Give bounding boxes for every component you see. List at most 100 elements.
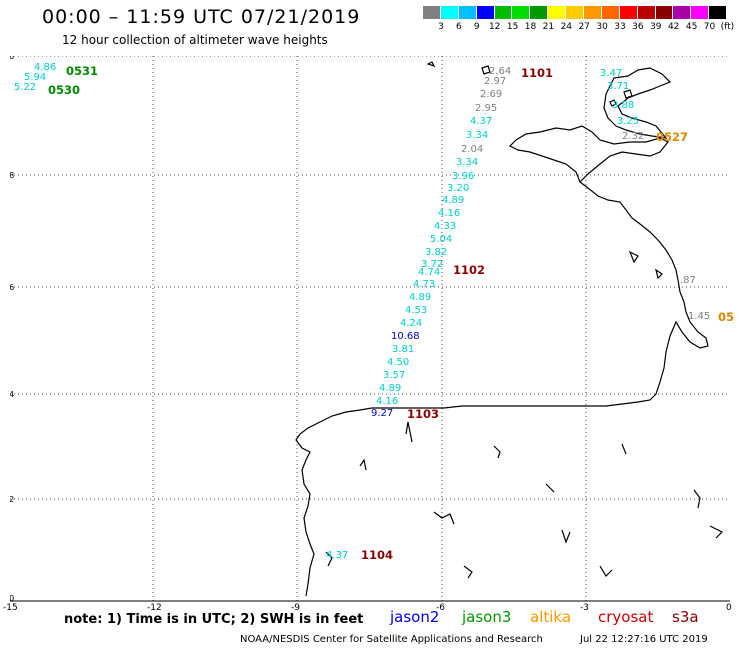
color-tick-12: 39 bbox=[650, 22, 662, 32]
color-swatch-7 bbox=[548, 6, 567, 19]
wave-height-label: 4.24 bbox=[400, 318, 422, 329]
wave-height-label: 3.81 bbox=[392, 344, 414, 355]
color-swatch-6 bbox=[530, 6, 549, 19]
cycle-labels: 0531 0530 1101 0527 1102 05C 1103 1104 bbox=[48, 64, 734, 562]
wave-height-label: 5.94 bbox=[24, 72, 46, 83]
cycle-label: 05C bbox=[718, 310, 734, 324]
legend-cryosat: cryosat bbox=[598, 608, 654, 626]
map-panel: 50 48 46 44 42 40 4.865.945.22 2.642.97 2.… bbox=[10, 56, 734, 602]
color-tick-9: 30 bbox=[596, 22, 608, 32]
color-swatch-9 bbox=[584, 6, 602, 19]
wave-height-label: 2.04 bbox=[461, 144, 483, 155]
inland-11 bbox=[325, 551, 333, 567]
lat-label-48: 48 bbox=[10, 171, 14, 180]
legend-altika: altika bbox=[530, 608, 572, 626]
color-scale-ticks: 3 6 9 12 15 18 21 24 27 30 33 36 39 42 45 70 (ft) bbox=[423, 22, 734, 36]
wave-height-label: 3.71 bbox=[607, 81, 629, 92]
wave-height-label: 4.16 bbox=[438, 208, 460, 219]
color-tick-4: 15 bbox=[506, 22, 519, 32]
inland-12 bbox=[709, 525, 724, 539]
footer-note: note: 1) Time is in UTC; 2) SWH is in fe… bbox=[64, 612, 364, 627]
color-swatch-5 bbox=[512, 6, 531, 19]
longitude-axis: -15 -12 -9 -6 -3 0 bbox=[3, 603, 732, 613]
wave-height-label: 2.97 bbox=[484, 76, 506, 87]
color-swatch-2 bbox=[458, 6, 477, 19]
page-subtitle: 12 hour collection of altimeter wave hei… bbox=[62, 33, 328, 47]
legend-s3a: s3a bbox=[672, 608, 699, 626]
cycle-label: 0530 bbox=[48, 83, 80, 97]
coast-france bbox=[295, 125, 709, 597]
color-tick-13: 42 bbox=[667, 22, 680, 32]
lon-label-neg9: -9 bbox=[291, 603, 300, 613]
wave-height-label: 4.73 bbox=[413, 279, 435, 290]
wave-height-label: 9.27 bbox=[371, 408, 393, 419]
cycle-label: 0527 bbox=[656, 130, 688, 144]
color-swatch-0 bbox=[423, 6, 441, 19]
inland-7 bbox=[493, 445, 501, 459]
wave-height-label: 3.96 bbox=[452, 171, 474, 182]
color-tick-3: 12 bbox=[488, 22, 501, 32]
color-swatch-12 bbox=[637, 6, 656, 19]
legend-jason2: jason2 bbox=[390, 608, 440, 626]
lon-label-neg3: -3 bbox=[580, 603, 589, 613]
cycle-label: 1101 bbox=[521, 66, 553, 80]
wave-height-label: 3.57 bbox=[383, 370, 405, 381]
color-tick-2: 9 bbox=[473, 22, 480, 32]
wave-height-label: 3.82 bbox=[425, 247, 447, 258]
wave-height-label: 4.89 bbox=[379, 383, 401, 394]
cycle-label: 1102 bbox=[453, 263, 485, 277]
color-tick-11: 36 bbox=[632, 22, 644, 32]
wave-height-label: 3.47 bbox=[600, 68, 622, 79]
inland-6 bbox=[693, 489, 701, 509]
wave-height-label: 3.34 bbox=[466, 130, 488, 141]
cycle-label: 0531 bbox=[66, 64, 98, 78]
color-tick-15: 70 bbox=[703, 22, 716, 32]
color-tick-8: 27 bbox=[578, 22, 590, 32]
wave-height-label: 4.37 bbox=[326, 550, 348, 561]
latitude-labels: 50 48 46 44 42 40 bbox=[10, 56, 14, 602]
wave-height-label: 2.95 bbox=[475, 103, 497, 114]
inland-10 bbox=[463, 565, 473, 579]
color-tick-16: (ft) bbox=[720, 22, 735, 32]
color-swatch-11 bbox=[619, 6, 638, 19]
inland-4 bbox=[561, 529, 571, 544]
wave-height-label: 4.89 bbox=[409, 292, 431, 303]
lon-label-neg12: -12 bbox=[147, 603, 162, 613]
color-swatch-15 bbox=[691, 6, 710, 19]
color-tick-6: 21 bbox=[542, 22, 555, 32]
color-swatch-13 bbox=[655, 6, 674, 19]
cycle-label: 1104 bbox=[361, 548, 393, 562]
lat-label-46: 46 bbox=[10, 283, 14, 292]
color-swatch-16 bbox=[709, 6, 728, 19]
island-6 bbox=[426, 61, 436, 68]
color-swatch-8 bbox=[566, 6, 585, 19]
wave-height-label: 4.74 bbox=[418, 267, 440, 278]
wave-height-label: 2.64 bbox=[489, 66, 511, 77]
island-4 bbox=[655, 268, 663, 280]
coast-brittany-tip bbox=[508, 139, 581, 183]
color-tick-7: 24 bbox=[560, 22, 573, 32]
lat-label-40: 40 bbox=[10, 594, 14, 602]
color-scale bbox=[423, 6, 728, 19]
wave-height-label: 4.50 bbox=[387, 357, 409, 368]
wave-height-label: 1.45 bbox=[688, 311, 710, 322]
color-swatch-14 bbox=[673, 6, 692, 19]
color-swatch-10 bbox=[601, 6, 620, 19]
color-tick-5: 18 bbox=[524, 22, 537, 32]
inland-8 bbox=[545, 483, 555, 493]
graticule bbox=[10, 56, 730, 602]
inland-1 bbox=[405, 421, 413, 443]
wave-height-label: 3.34 bbox=[456, 157, 478, 168]
wave-height-label: 3.20 bbox=[447, 183, 469, 194]
wave-height-labels: 4.865.945.22 2.642.97 2.69 2.95 4.37 3.34 2.04… bbox=[14, 62, 710, 561]
color-tick-14: 45 bbox=[685, 22, 698, 32]
island-3 bbox=[628, 250, 639, 264]
wave-height-label: 3.72 bbox=[421, 259, 443, 270]
color-swatch-1 bbox=[440, 6, 459, 19]
lon-label-neg15: -15 bbox=[3, 603, 18, 613]
page-title: 00:00 – 11:59 UTC 07/21/2019 bbox=[42, 6, 361, 28]
color-swatch-3 bbox=[476, 6, 495, 19]
lon-label-0: 0 bbox=[726, 603, 732, 613]
wave-height-label: 4.86 bbox=[34, 62, 56, 73]
cycle-label: 1103 bbox=[407, 407, 439, 421]
